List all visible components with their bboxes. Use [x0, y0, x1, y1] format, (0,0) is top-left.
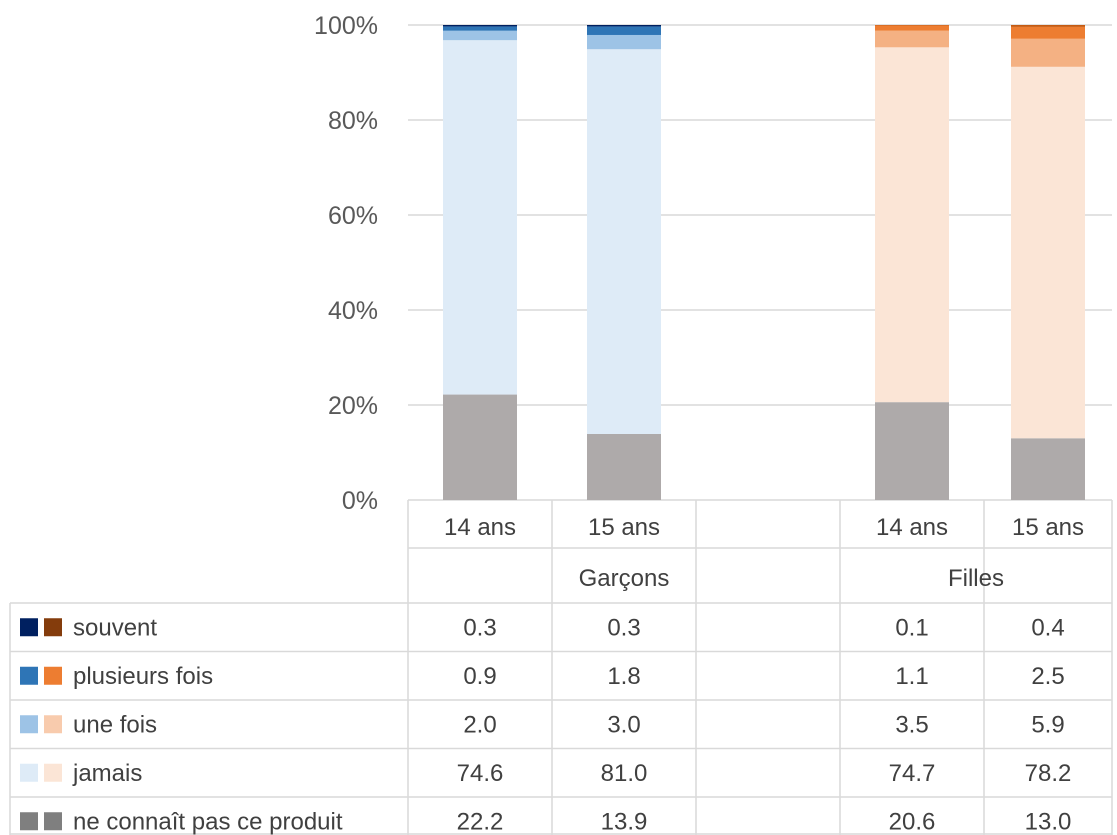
- table-value: 74.6: [457, 760, 504, 787]
- legend-swatch-boys: [20, 763, 38, 782]
- x-category-label: 14 ans: [444, 514, 516, 541]
- bar-segment: [1011, 25, 1085, 27]
- bar-segment: [587, 26, 661, 35]
- table-value: 2.5: [1031, 663, 1064, 690]
- y-tick-label: 60%: [328, 202, 378, 230]
- legend-label: souvent: [73, 614, 157, 641]
- bar-segment: [587, 49, 661, 434]
- table-value: 0.1: [895, 614, 928, 641]
- legend-swatch-boys: [20, 666, 38, 685]
- bar-segment: [1011, 38, 1085, 67]
- legend-swatch-boys: [20, 618, 38, 637]
- legend-swatch-boys: [20, 715, 38, 734]
- bar-segment: [587, 34, 661, 50]
- table-value: 5.9: [1031, 711, 1064, 738]
- bar-segment: [875, 47, 949, 403]
- legend-swatch-girls: [44, 812, 62, 831]
- bar-segment: [443, 30, 517, 41]
- bar-segment: [875, 402, 949, 500]
- legend-swatch-girls: [44, 666, 62, 685]
- table-value: 0.9: [463, 663, 496, 690]
- table-value: 74.7: [889, 760, 936, 787]
- table-value: 0.4: [1031, 614, 1064, 641]
- bar-segment: [1011, 26, 1085, 39]
- y-tick-label: 0%: [342, 487, 378, 515]
- table-value: 3.0: [607, 711, 640, 738]
- y-tick-label: 80%: [328, 107, 378, 135]
- legend-swatch-girls: [44, 715, 62, 734]
- x-category-label: 14 ans: [876, 514, 948, 541]
- table-value: 0.3: [463, 614, 496, 641]
- bar-segment: [875, 30, 949, 48]
- table-value: 81.0: [601, 760, 648, 787]
- legend-label: plusieurs fois: [73, 663, 213, 690]
- group-label-garcons: Garçons: [579, 565, 670, 592]
- table-value: 13.0: [1025, 808, 1072, 835]
- bar-segment: [443, 394, 517, 500]
- table-value: 78.2: [1025, 760, 1072, 787]
- bar-segment: [1011, 438, 1085, 500]
- x-category-label: 15 ans: [588, 514, 660, 541]
- table-value: 20.6: [889, 808, 936, 835]
- bar-segment: [1011, 66, 1085, 439]
- bar-segment: [443, 25, 517, 27]
- y-tick-label: 100%: [314, 12, 378, 40]
- bar-segment: [443, 26, 517, 31]
- x-category-label: 15 ans: [1012, 514, 1084, 541]
- bar-segment: [587, 25, 661, 27]
- y-tick-label: 40%: [328, 297, 378, 325]
- y-tick-label: 20%: [328, 392, 378, 420]
- table-value: 2.0: [463, 711, 496, 738]
- bar-segment: [587, 433, 661, 500]
- table-value: 3.5: [895, 711, 928, 738]
- legend-swatch-girls: [44, 763, 62, 782]
- legend-swatch-girls: [44, 618, 62, 637]
- table-value: 22.2: [457, 808, 504, 835]
- table-value: 0.3: [607, 614, 640, 641]
- group-label-filles: Filles: [948, 565, 1004, 592]
- legend-label: ne connaît pas ce produit: [73, 808, 343, 835]
- table-value: 13.9: [601, 808, 648, 835]
- bar-segment: [875, 25, 949, 31]
- table-value: 1.1: [895, 663, 928, 690]
- legend-swatch-boys: [20, 812, 38, 831]
- bar-segment: [443, 40, 517, 395]
- legend-label: jamais: [72, 760, 142, 787]
- table-value: 1.8: [607, 663, 640, 690]
- legend-label: une fois: [73, 711, 157, 738]
